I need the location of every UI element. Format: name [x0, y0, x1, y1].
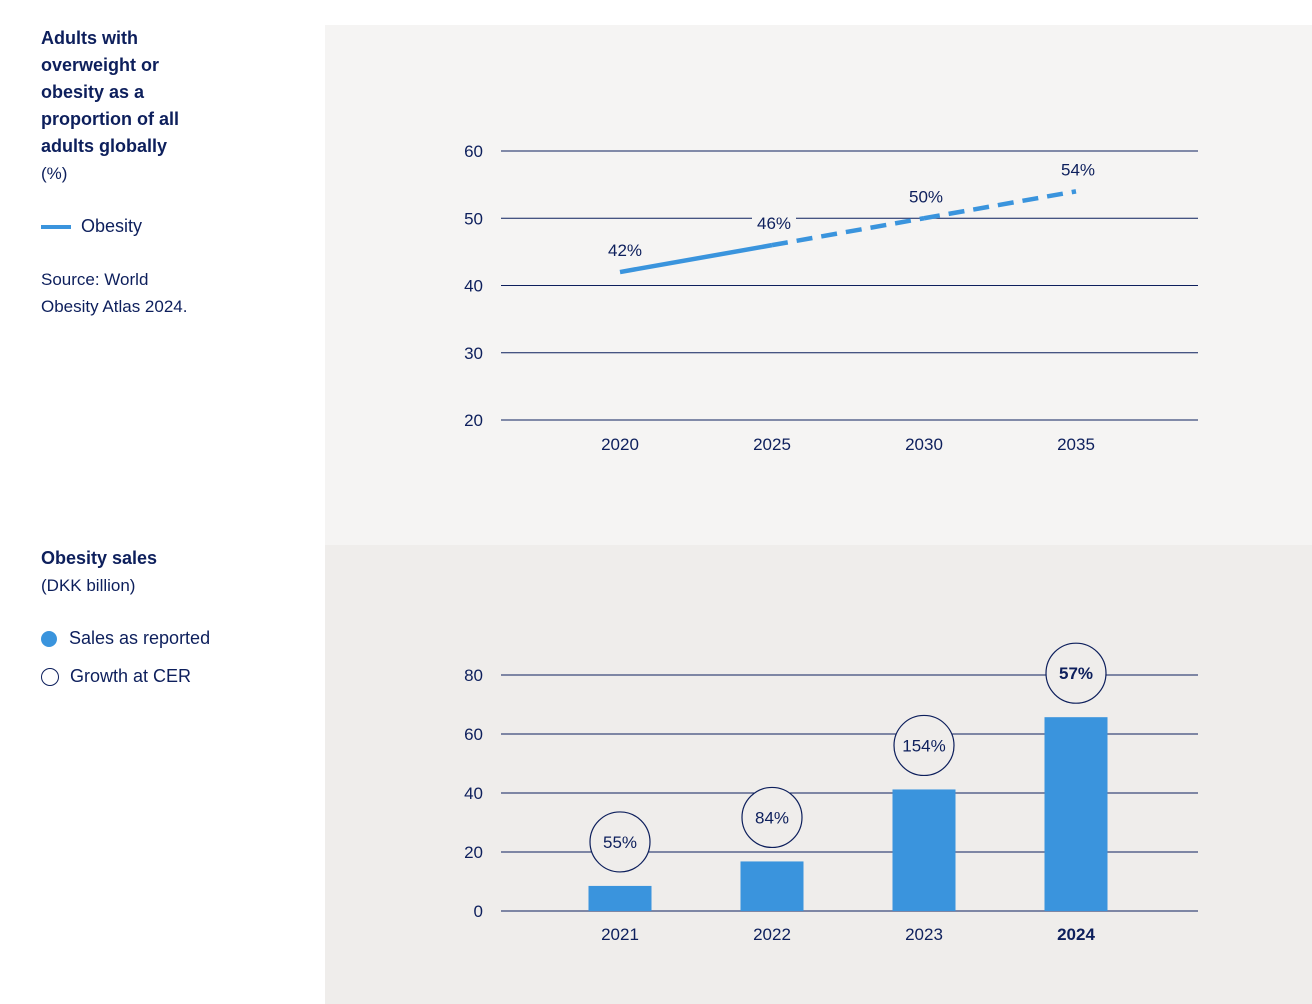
growth-circle [893, 714, 955, 777]
data-label-background [603, 239, 647, 264]
series-line-segment [771, 216, 925, 248]
line-swatch-icon [41, 224, 71, 229]
series-line-segment [619, 242, 773, 275]
top-chart-sidebar: Adults with overweight or obesity as a p… [41, 25, 271, 320]
title-line: proportion of all [41, 109, 179, 129]
data-label-background [1056, 158, 1100, 183]
growth-circle [1045, 642, 1107, 704]
data-label: 46% [757, 214, 791, 233]
series-line-segment [923, 189, 1077, 221]
data-label-background [752, 212, 796, 237]
bottom-chart-panel [325, 545, 1312, 1004]
title-line: Adults with [41, 28, 138, 48]
y-tick-label: 20 [464, 411, 483, 430]
data-label: 54% [1061, 160, 1095, 179]
x-tick-label: 2021 [601, 925, 639, 944]
y-tick-label: 0 [474, 902, 483, 921]
growth-label: 154% [902, 736, 945, 755]
source-line: Obesity Atlas 2024. [41, 297, 188, 316]
x-tick-label: 2030 [905, 435, 943, 454]
x-tick-label: 2024 [1057, 925, 1095, 944]
source-line: Source: World [41, 270, 149, 289]
bar [892, 789, 956, 911]
x-tick-label: 2022 [753, 925, 791, 944]
title-line: adults globally [41, 136, 168, 156]
legend-obesity: Obesity [41, 213, 271, 240]
bar [588, 885, 652, 911]
bottom-chart-title: Obesity sales [41, 548, 158, 568]
open-circle-icon [41, 667, 59, 686]
legend-label: Sales as reported [69, 628, 211, 648]
bar [1044, 717, 1108, 911]
bar [740, 861, 804, 911]
legend-growth-at-cer: Growth at CER [41, 663, 271, 690]
legend-label: Growth at CER [70, 666, 192, 686]
x-tick-label: 2023 [905, 925, 943, 944]
growth-label: 55% [603, 833, 637, 852]
x-tick-label: 2025 [753, 435, 791, 454]
growth-label: 84% [755, 808, 789, 827]
y-tick-label: 20 [464, 843, 483, 862]
data-label: 50% [909, 187, 943, 206]
source-note: Source: World Obesity Atlas 2024. [41, 266, 271, 320]
title-line: obesity as a [41, 82, 145, 102]
y-tick-label: 50 [464, 209, 483, 228]
filled-circle-icon [41, 630, 57, 647]
data-label-background [904, 185, 948, 210]
x-tick-label: 2020 [601, 435, 639, 454]
growth-circle [741, 786, 803, 849]
y-tick-label: 40 [464, 784, 483, 803]
y-tick-label: 80 [464, 666, 483, 685]
growth-circle [589, 811, 651, 873]
x-tick-label: 2035 [1057, 435, 1095, 454]
title-line: overweight or [41, 55, 160, 75]
top-chart-title: Adults with overweight or obesity as a p… [41, 25, 271, 160]
legend-sales-as-reported: Sales as reported [41, 625, 271, 652]
bottom-chart-unit: (DKK billion) [41, 576, 136, 595]
y-tick-label: 60 [464, 725, 483, 744]
growth-label: 57% [1059, 664, 1093, 683]
top-chart-unit: (%) [41, 164, 68, 183]
bottom-chart-sidebar: Obesity sales (DKK billion) Sales as rep… [41, 545, 271, 690]
y-tick-label: 30 [464, 344, 483, 363]
legend-label: Obesity [81, 216, 143, 236]
y-tick-label: 60 [464, 142, 483, 161]
data-label: 42% [608, 241, 642, 260]
y-tick-label: 40 [464, 277, 483, 296]
